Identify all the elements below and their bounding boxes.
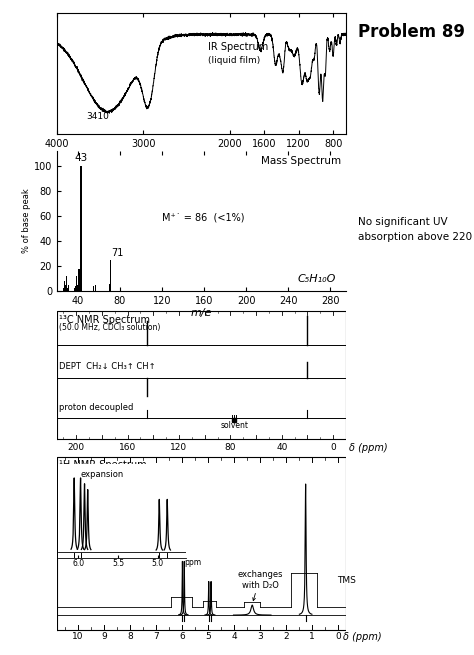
Bar [93,286,94,291]
X-axis label: V  (cm⁻¹): V (cm⁻¹) [178,151,225,160]
Text: 40: 40 [276,443,287,453]
Text: C₅H₁₀O: C₅H₁₀O [297,274,336,284]
Text: No significant UV
absorption above 220 nm: No significant UV absorption above 220 n… [358,217,474,242]
Text: Mass Spectrum: Mass Spectrum [261,156,341,166]
Text: δ (ppm): δ (ppm) [348,443,387,453]
Bar [74,288,75,291]
Bar [68,285,69,291]
Text: (50.0 MHz, CDCl₃ solution): (50.0 MHz, CDCl₃ solution) [59,323,161,331]
Text: δ (ppm): δ (ppm) [344,632,382,642]
Text: 10: 10 [72,632,83,641]
Text: 71: 71 [111,248,124,257]
Text: 1: 1 [309,632,315,641]
Text: 3410: 3410 [86,113,109,121]
Text: M⁺˙ = 86  (<1%): M⁺˙ = 86 (<1%) [162,212,245,222]
Bar [78,269,80,291]
Bar [64,285,66,291]
Text: 9: 9 [101,632,107,641]
Text: proton decoupled: proton decoupled [59,403,134,412]
Text: solvent: solvent [220,421,248,430]
Text: 5: 5 [205,632,211,641]
Bar [66,276,67,291]
Text: DEPT  CH₂↓ CH₃↑ CH↑: DEPT CH₂↓ CH₃↑ CH↑ [59,362,156,371]
Bar [81,166,82,291]
Text: 43: 43 [74,153,88,163]
Text: TMS: TMS [337,576,356,585]
Text: (liquid film): (liquid film) [208,56,260,65]
Y-axis label: % of base peak: % of base peak [22,189,31,253]
Bar [63,288,64,291]
Text: 200: 200 [68,443,85,453]
Text: 160: 160 [119,443,136,453]
Bar [109,284,110,291]
Text: IR Spectrum: IR Spectrum [208,42,268,52]
Bar [77,285,79,291]
Bar [76,276,77,291]
Text: 8: 8 [127,632,133,641]
Text: 0: 0 [335,632,341,641]
Text: Problem 89: Problem 89 [358,23,465,41]
Bar [67,288,68,291]
Text: 4: 4 [231,632,237,641]
Text: ¹H NMR Spectrum: ¹H NMR Spectrum [59,460,147,470]
Bar [110,260,111,291]
Text: 120: 120 [170,443,188,453]
X-axis label: m/e: m/e [191,308,212,318]
Text: 80: 80 [225,443,236,453]
Bar [95,285,96,291]
Bar [79,276,81,291]
Text: (200 MHz, CDCl₃ solution): (200 MHz, CDCl₃ solution) [59,470,158,479]
Text: 3: 3 [257,632,263,641]
Text: 0: 0 [330,443,336,453]
Bar [64,282,65,291]
Text: exchanges
with D₂O: exchanges with D₂O [237,570,283,590]
Bar [75,286,76,291]
Text: 2: 2 [283,632,289,641]
Text: 6: 6 [179,632,185,641]
Text: 7: 7 [153,632,159,641]
Text: ¹³C NMR Spectrum: ¹³C NMR Spectrum [59,314,150,325]
